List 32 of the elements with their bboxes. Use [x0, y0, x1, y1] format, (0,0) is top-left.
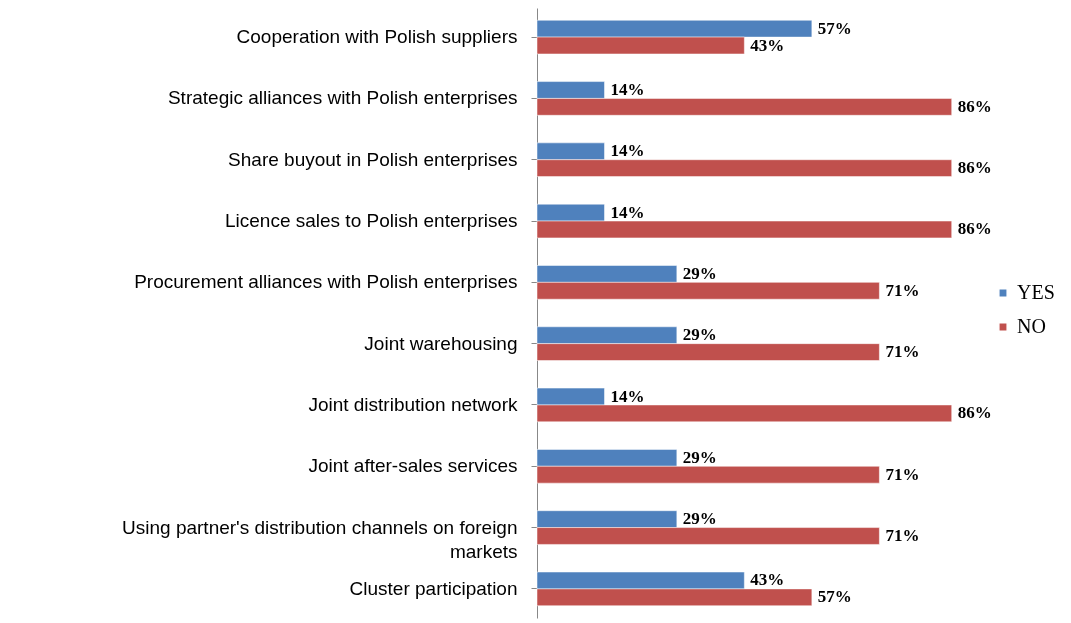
data-label: 71%: [885, 280, 920, 300]
data-label: 86%: [957, 158, 992, 178]
data-label: 43%: [750, 35, 785, 55]
legend-label: YES: [1017, 281, 1055, 303]
data-label: 86%: [957, 403, 992, 423]
data-label: 29%: [682, 263, 717, 283]
data-label: 71%: [885, 342, 920, 362]
y-tick-label: Share buyout in Polish enterprises: [228, 148, 518, 170]
data-label: 57%: [817, 18, 852, 38]
data-label: 14%: [610, 80, 645, 99]
legend-label: NO: [1017, 315, 1046, 337]
y-tick-label: Cluster participation: [349, 577, 518, 599]
data-label: 29%: [682, 447, 717, 467]
data-label: 43%: [750, 570, 785, 590]
y-tick-label: Cooperation with Polish suppliers: [236, 26, 518, 48]
y-tick-label: Procurement alliances with Polish enterprises: [134, 271, 518, 293]
data-label: 14%: [610, 141, 645, 161]
y-tick-label: Using partner's distribution channels on foreign markets: [122, 516, 518, 562]
y-tick-label: Joint after-sales services: [308, 455, 518, 477]
data-label: 57%: [817, 587, 852, 607]
data-label: 14%: [610, 202, 645, 222]
y-tick-label: Strategic alliances with Polish enterprises: [167, 87, 518, 109]
data-label: 71%: [885, 464, 920, 484]
data-label: 86%: [957, 96, 992, 116]
y-tick-label: Joint warehousing: [364, 332, 518, 354]
data-label: 86%: [957, 219, 992, 239]
y-tick-label: Joint distribution network: [308, 393, 518, 415]
data-label: 14%: [610, 386, 645, 406]
y-tick-label: Licence sales to Polish enterprises: [224, 210, 518, 232]
data-label: 71%: [885, 526, 920, 545]
data-label: 29%: [682, 325, 717, 345]
data-label: 29%: [682, 509, 717, 529]
